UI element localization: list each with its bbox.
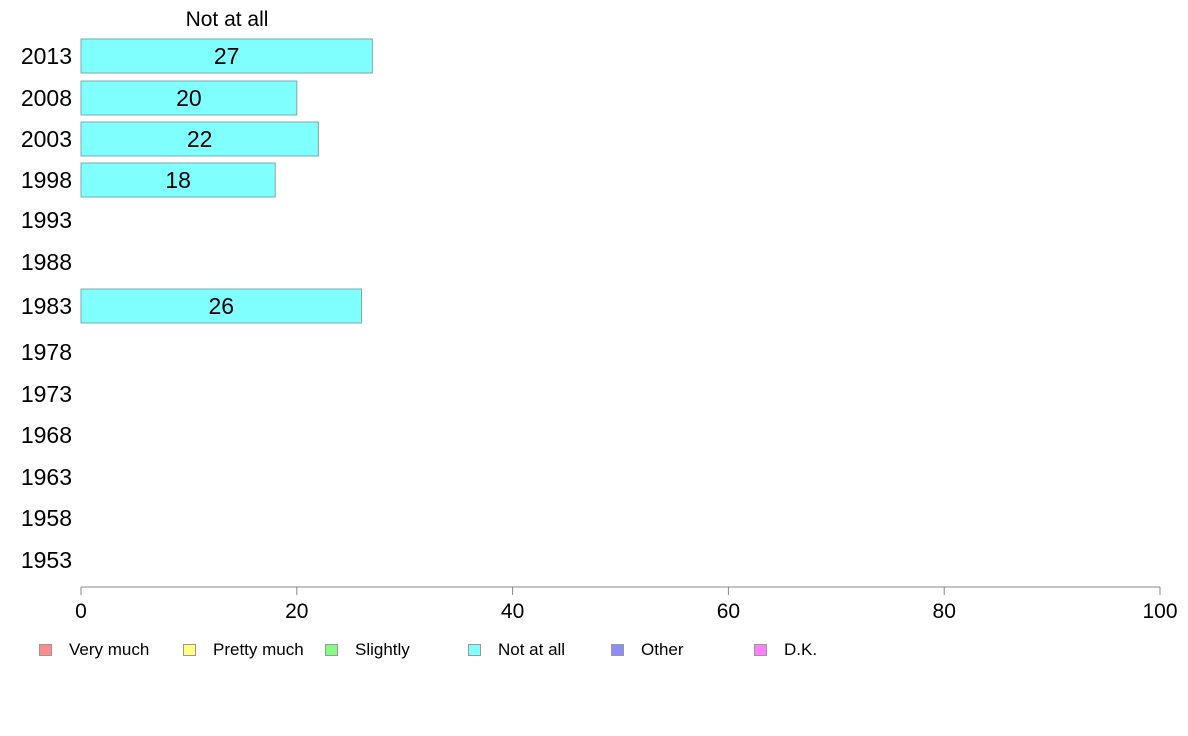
bar	[80, 288, 363, 324]
legend-label: Pretty much	[213, 640, 304, 659]
legend-item-dk: D.K.	[754, 638, 817, 662]
y-tick-label: 1958	[21, 505, 72, 531]
y-tick-label: 1998	[21, 167, 72, 193]
x-tick-label: 0	[75, 600, 87, 623]
bar-value-label: 20	[176, 85, 202, 111]
x-tick-label: 100	[1142, 600, 1177, 623]
y-tick-label: 1963	[21, 464, 72, 490]
legend-label: Not at all	[498, 640, 566, 659]
bars: 27 20 22 18 26	[80, 38, 373, 324]
legend-swatch	[468, 644, 481, 656]
bar	[80, 80, 298, 116]
legend-swatch	[325, 644, 338, 656]
y-tick-label: 1988	[21, 249, 72, 275]
legend-item-very-much: Very much	[39, 638, 149, 662]
bar-value-label: 22	[187, 126, 213, 152]
y-tick-label: 1953	[21, 547, 72, 573]
legend-item-pretty-much: Pretty much	[183, 638, 304, 662]
legend-item-not-at-all: Not at all	[468, 638, 565, 662]
legend-swatch	[183, 644, 196, 656]
legend-label: D.K.	[784, 640, 818, 659]
chart-title: Not at all	[186, 8, 269, 31]
y-tick-label: 1973	[21, 381, 72, 407]
y-tick-label: 1983	[21, 293, 72, 319]
x-tick-label: 80	[933, 600, 956, 623]
legend-swatch	[611, 644, 624, 656]
y-tick-label: 2008	[21, 85, 72, 111]
y-tick-label: 2003	[21, 126, 72, 152]
legend-label: Very much	[69, 640, 150, 659]
x-tick-label: 60	[717, 600, 740, 623]
x-tick-label: 20	[285, 600, 308, 623]
bar	[80, 121, 319, 157]
bar-value-label: 27	[214, 43, 240, 69]
y-tick-label: 1993	[21, 207, 72, 233]
y-tick-label: 1968	[21, 422, 72, 448]
legend-label: Other	[641, 640, 684, 659]
x-axis: 0 20 40 60 80 100	[75, 586, 1178, 623]
x-tick-label: 40	[501, 600, 524, 623]
y-tick-label: 1978	[21, 339, 72, 365]
legend-swatch	[754, 644, 767, 656]
y-axis-labels: 2013 2008 2003 1998 1993 1988 1983 1978 1973 1968…	[21, 43, 72, 573]
legend-label: Slightly	[355, 640, 410, 659]
bar	[80, 162, 276, 198]
y-tick-label: 2013	[21, 43, 72, 69]
legend-item-slightly: Slightly	[325, 638, 410, 662]
legend: Very much Pretty much Slightly Not at al…	[0, 638, 1188, 662]
legend-swatch	[39, 644, 52, 656]
bar	[80, 38, 373, 74]
bar-chart: Not at all 27 20 22 18 26 2013 2008 2003 1998 19…	[21, 8, 1178, 623]
bar-value-label: 18	[165, 167, 191, 193]
bar-value-label: 26	[208, 293, 234, 319]
legend-item-other: Other	[611, 638, 684, 662]
